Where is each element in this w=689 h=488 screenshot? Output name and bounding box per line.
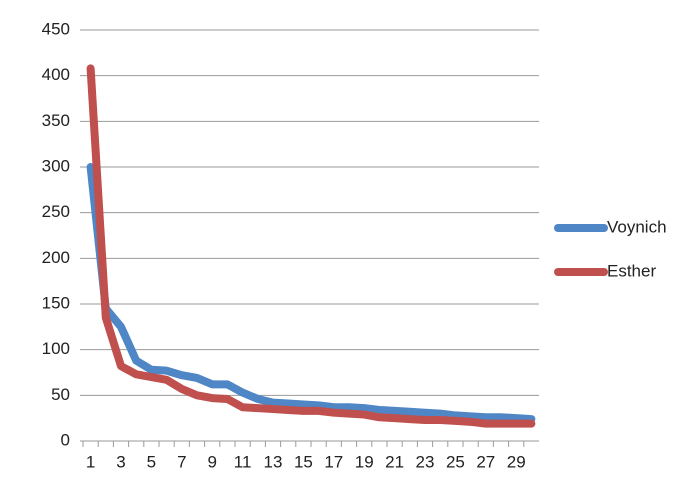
y-tick-label: 150: [42, 293, 70, 312]
legend-label: Esther: [607, 261, 656, 280]
y-tick-label: 300: [42, 156, 70, 175]
series-line: [86, 64, 536, 428]
x-tick-label: 7: [177, 452, 186, 471]
x-tick-label: 15: [294, 452, 313, 471]
x-tick-label: 13: [264, 452, 283, 471]
x-tick-label: 17: [324, 452, 343, 471]
y-tick-label: 450: [42, 19, 70, 38]
series-line: [86, 163, 536, 424]
x-tick-label: 5: [147, 452, 156, 471]
x-tick-label: 29: [507, 452, 526, 471]
y-tick-label: 350: [42, 111, 70, 130]
x-tick-label: 11: [234, 452, 252, 471]
y-tick-label: 50: [51, 385, 70, 404]
y-tick-label: 100: [42, 339, 70, 358]
x-tick-label: 27: [476, 452, 495, 471]
legend-label: Voynich: [607, 217, 667, 236]
x-tick-label: 3: [116, 452, 125, 471]
y-tick-label: 0: [61, 430, 70, 449]
x-tick-label: 21: [385, 452, 404, 471]
x-tick-label: 1: [86, 452, 95, 471]
x-tick-label: 19: [355, 452, 374, 471]
x-tick-label: 9: [207, 452, 216, 471]
x-tick-label: 25: [446, 452, 465, 471]
y-tick-label: 400: [42, 65, 70, 84]
y-tick-label: 200: [42, 248, 70, 267]
x-tick-label: 23: [416, 452, 435, 471]
y-tick-label: 250: [42, 202, 70, 221]
